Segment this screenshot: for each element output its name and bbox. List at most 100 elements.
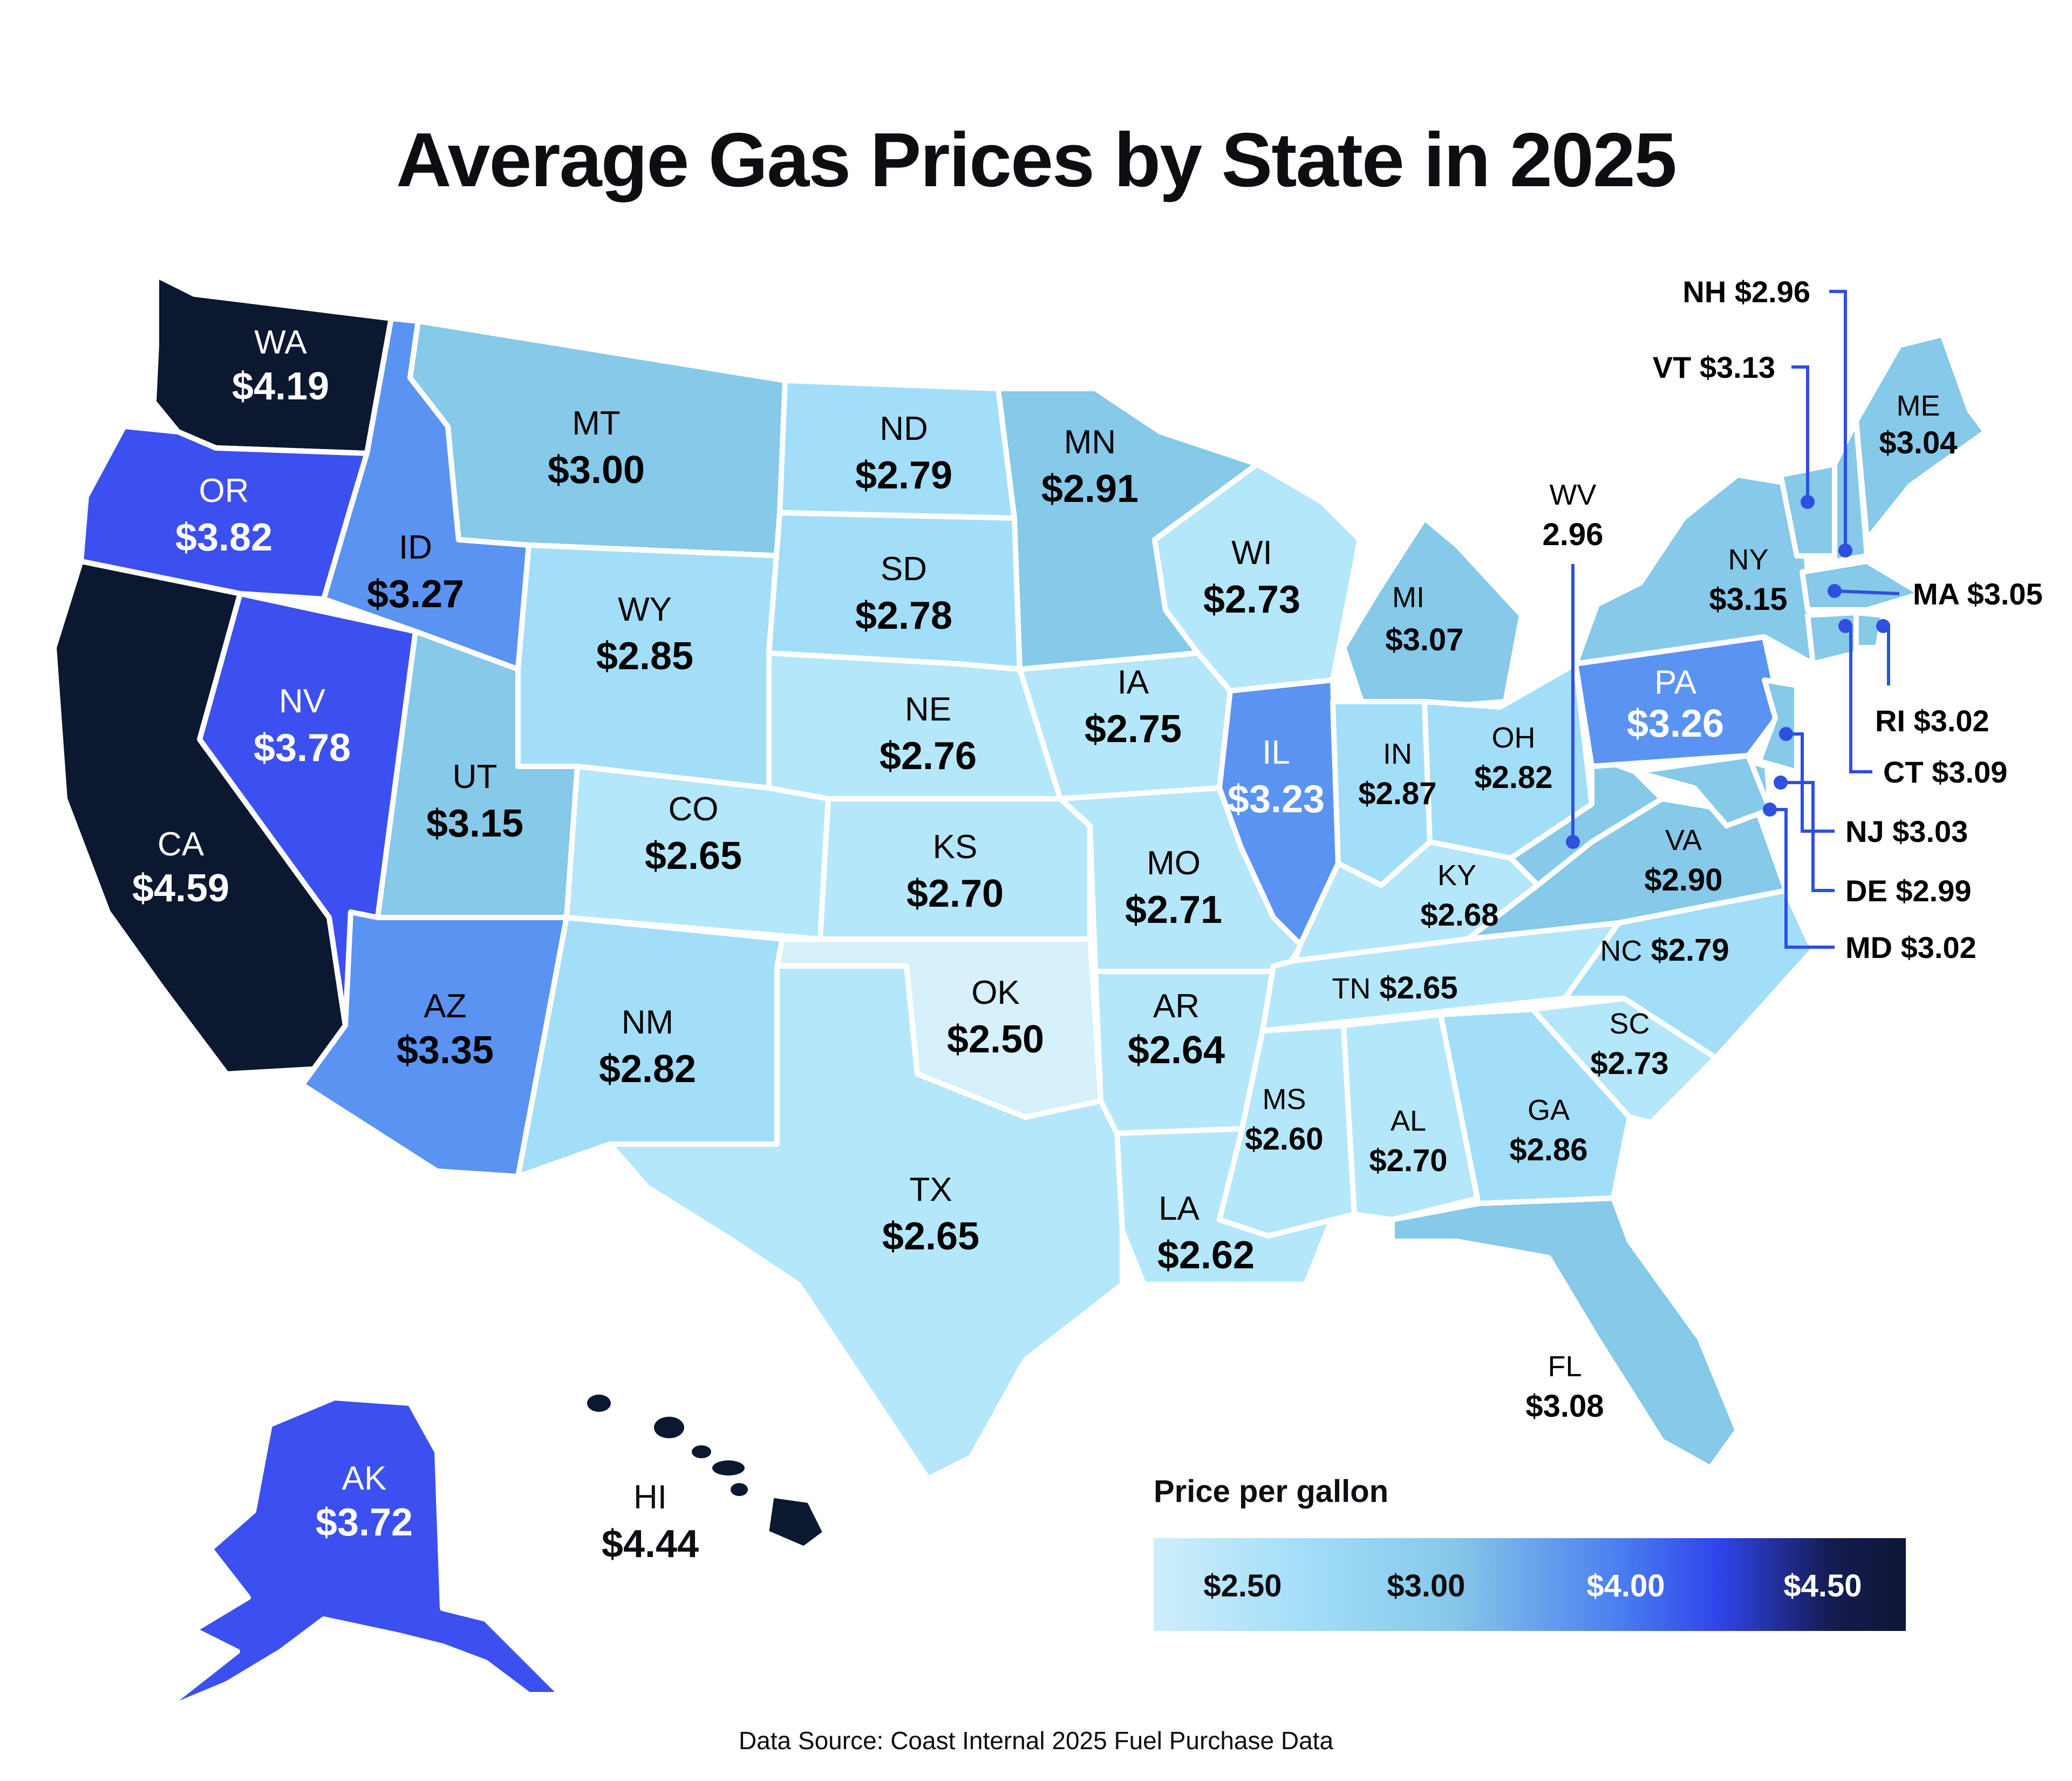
state-shape-ny[interactable] (1573, 472, 1816, 667)
label-ut: UT $3.15 (426, 758, 523, 845)
svg-text:GA: GA (1528, 1094, 1570, 1126)
svg-text:$2.64: $2.64 (1128, 1029, 1225, 1072)
svg-text:$2.65: $2.65 (645, 834, 742, 878)
svg-text:$2.79: $2.79 (855, 454, 952, 497)
svg-text:$2.78: $2.78 (855, 594, 952, 637)
state-shape-nj[interactable] (1756, 677, 1800, 774)
svg-text:KY: KY (1437, 859, 1476, 892)
label-hi: HI $4.44 (602, 1479, 699, 1566)
state-shape-me[interactable] (1853, 332, 1988, 542)
svg-text:SD: SD (881, 550, 927, 588)
label-az: AZ $3.35 (397, 988, 494, 1072)
label-al: AL $2.70 (1369, 1105, 1447, 1178)
svg-text:HI: HI (633, 1479, 667, 1516)
svg-text:CA: CA (158, 826, 205, 863)
callout-leader-lines (1571, 290, 1900, 949)
svg-text:AL: AL (1391, 1105, 1426, 1137)
svg-text:TN $2.65: TN $2.65 (1332, 970, 1457, 1005)
svg-text:ND: ND (880, 410, 928, 447)
svg-text:$2.50: $2.50 (947, 1018, 1044, 1061)
label-id: ID $3.27 (367, 529, 464, 616)
callout-vt: VT $3.13 (1653, 350, 1775, 384)
svg-text:$3.72: $3.72 (316, 1501, 413, 1544)
svg-text:$2.82: $2.82 (599, 1048, 696, 1091)
state-shape-hi[interactable] (764, 1492, 828, 1552)
label-mn: MN $2.91 (1041, 424, 1139, 511)
state-shape-wv[interactable] (1508, 753, 1665, 888)
state-shape-fl[interactable] (1389, 1195, 1740, 1471)
svg-text:$3.07: $3.07 (1385, 622, 1463, 657)
label-tx: TX $2.65 (882, 1171, 979, 1258)
svg-text:$4.44: $4.44 (602, 1522, 699, 1566)
label-ne: NE $2.76 (880, 691, 977, 778)
label-ks: KS $2.70 (906, 828, 1004, 915)
label-wv: WV 2.96 (1543, 479, 1604, 552)
label-ia: IA $2.75 (1085, 664, 1182, 751)
svg-text:$2.73: $2.73 (1203, 578, 1300, 621)
callout-dots (1566, 495, 1890, 849)
svg-text:$3.15: $3.15 (1709, 582, 1787, 617)
state-shape-sd[interactable] (766, 510, 1023, 672)
svg-text:$2.70: $2.70 (1369, 1143, 1447, 1178)
svg-text:SC: SC (1609, 1008, 1650, 1040)
state-shape-ak[interactable] (159, 1395, 564, 1714)
callout-nh: NH $2.96 (1682, 275, 1810, 309)
label-nv: NV $3.78 (254, 683, 351, 770)
svg-text:$3.08: $3.08 (1525, 1389, 1604, 1424)
svg-text:OR: OR (199, 472, 249, 509)
svg-text:NE: NE (905, 691, 951, 728)
state-shape-nd[interactable] (777, 378, 1017, 521)
svg-text:AK: AK (342, 1460, 387, 1497)
state-shape-md[interactable] (1632, 753, 1773, 828)
callout-nj: NJ $3.03 (1845, 814, 1968, 848)
svg-text:$2.86: $2.86 (1509, 1132, 1587, 1167)
svg-text:NV: NV (279, 683, 326, 720)
svg-text:TX: TX (909, 1171, 952, 1208)
callout-md: MD $3.02 (1845, 930, 1976, 964)
state-shape-ks[interactable] (817, 796, 1093, 942)
label-nc: NC $2.79 (1600, 933, 1729, 968)
legend-tick-label: $4.50 (1783, 1568, 1862, 1603)
svg-text:$3.78: $3.78 (254, 726, 351, 770)
label-ok: OK $2.50 (947, 974, 1044, 1061)
svg-text:$2.91: $2.91 (1041, 467, 1139, 511)
svg-text:IL: IL (1262, 734, 1290, 771)
label-in: IN $2.87 (1358, 738, 1436, 811)
label-mi: MI $3.07 (1385, 581, 1463, 657)
label-oh: OH $2.82 (1474, 722, 1552, 795)
svg-text:$2.85: $2.85 (596, 635, 693, 678)
label-va: VA $2.90 (1644, 824, 1722, 898)
label-ca: CA $4.59 (132, 826, 229, 910)
svg-text:ME: ME (1897, 390, 1940, 422)
svg-text:WI: WI (1231, 534, 1272, 572)
state-shape-mi[interactable] (1341, 515, 1524, 715)
svg-text:AR: AR (1153, 988, 1199, 1025)
label-ny: NY $3.15 (1709, 543, 1787, 617)
state-shape-wa[interactable] (151, 273, 394, 456)
svg-text:$2.70: $2.70 (906, 872, 1004, 915)
label-wa: WA $4.19 (232, 324, 329, 408)
svg-text:MT: MT (572, 405, 621, 442)
svg-text:$2.71: $2.71 (1125, 888, 1222, 932)
svg-text:ID: ID (399, 529, 432, 566)
state-shape-ma[interactable] (1800, 559, 1924, 613)
state-shape-ga[interactable] (1438, 1007, 1632, 1206)
svg-text:$3.23: $3.23 (1228, 778, 1325, 821)
svg-text:CO: CO (669, 791, 719, 828)
svg-text:MS: MS (1263, 1083, 1306, 1116)
svg-text:VA: VA (1665, 824, 1702, 856)
legend-tick-label: $3.00 (1387, 1568, 1466, 1603)
state-shape-tx[interactable] (607, 963, 1125, 1481)
svg-text:$3.15: $3.15 (426, 802, 523, 845)
svg-text:$2.90: $2.90 (1644, 862, 1722, 898)
svg-text:FL: FL (1548, 1350, 1582, 1383)
label-ky: KY $2.68 (1420, 859, 1498, 933)
state-shape-ri[interactable] (1853, 610, 1886, 650)
svg-text:PA: PA (1654, 664, 1697, 701)
state-shape-nm[interactable] (515, 915, 785, 1179)
svg-text:MI: MI (1392, 581, 1424, 614)
svg-text:$2.65: $2.65 (882, 1215, 979, 1258)
svg-text:LA: LA (1158, 1190, 1199, 1227)
svg-text:WY: WY (618, 591, 672, 628)
